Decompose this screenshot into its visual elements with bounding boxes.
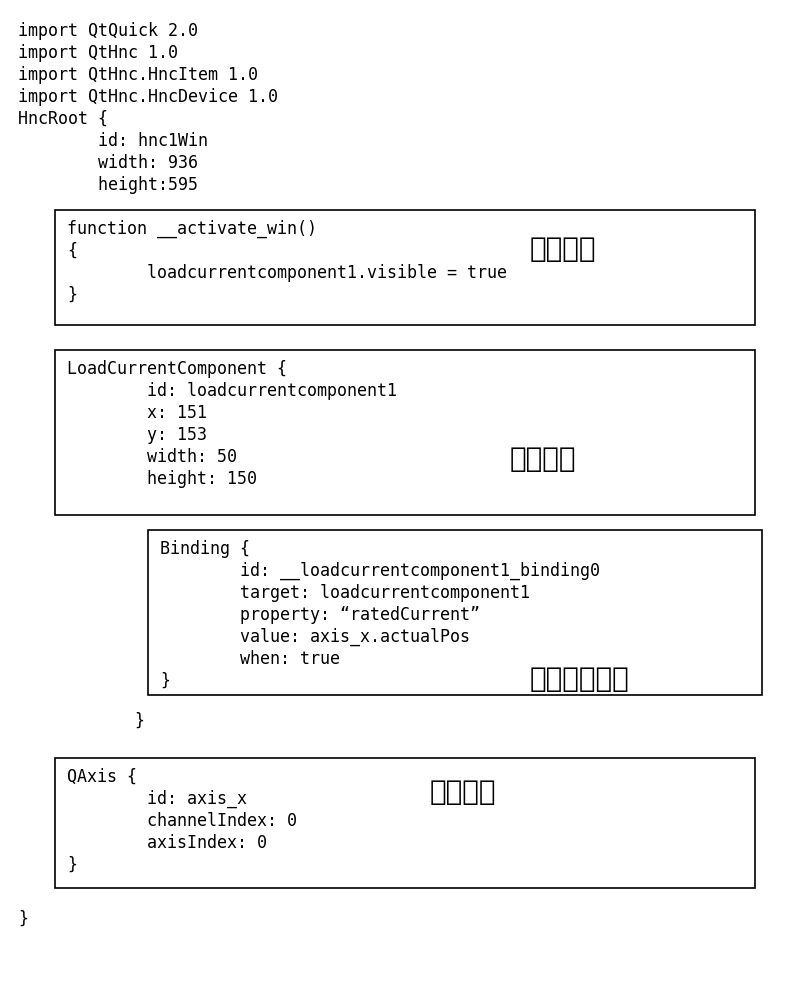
Text: }: } xyxy=(55,712,145,730)
Text: }: } xyxy=(18,910,28,928)
Text: 数据连接组件: 数据连接组件 xyxy=(530,665,630,693)
Text: }: } xyxy=(160,672,170,690)
Text: width: 936: width: 936 xyxy=(18,154,198,172)
Text: id: axis_x: id: axis_x xyxy=(67,790,247,809)
Text: import QtHnc.HncItem 1.0: import QtHnc.HncItem 1.0 xyxy=(18,66,258,84)
Text: LoadCurrentComponent {: LoadCurrentComponent { xyxy=(67,360,287,378)
Text: width: 50: width: 50 xyxy=(67,448,237,466)
Bar xyxy=(55,758,755,888)
Text: id: __loadcurrentcomponent1_binding0: id: __loadcurrentcomponent1_binding0 xyxy=(160,562,600,581)
Text: QAxis {: QAxis { xyxy=(67,768,137,786)
Text: Binding {: Binding { xyxy=(160,540,250,558)
Text: loadcurrentcomponent1.visible = true: loadcurrentcomponent1.visible = true xyxy=(67,264,507,282)
Text: }: } xyxy=(67,856,77,874)
Text: id: hnc1Win: id: hnc1Win xyxy=(18,132,208,150)
Text: import QtQuick 2.0: import QtQuick 2.0 xyxy=(18,22,198,40)
Bar xyxy=(148,530,762,695)
Text: property: “ratedCurrent”: property: “ratedCurrent” xyxy=(160,606,480,624)
Text: 数据组件: 数据组件 xyxy=(430,778,497,806)
Text: axisIndex: 0: axisIndex: 0 xyxy=(67,834,267,852)
Text: x: 151: x: 151 xyxy=(67,404,207,422)
Text: height:595: height:595 xyxy=(18,176,198,194)
Text: when: true: when: true xyxy=(160,650,340,668)
Text: HncRoot {: HncRoot { xyxy=(18,110,108,128)
Text: function __activate_win(): function __activate_win() xyxy=(67,220,317,238)
Text: height: 150: height: 150 xyxy=(67,470,257,488)
Text: value: axis_x.actualPos: value: axis_x.actualPos xyxy=(160,628,470,646)
Bar xyxy=(55,210,755,325)
Text: y: 153: y: 153 xyxy=(67,426,207,444)
Bar xyxy=(55,350,755,515)
Text: id: loadcurrentcomponent1: id: loadcurrentcomponent1 xyxy=(67,382,397,400)
Text: channelIndex: 0: channelIndex: 0 xyxy=(67,812,297,830)
Text: import QtHnc 1.0: import QtHnc 1.0 xyxy=(18,44,178,62)
Text: import QtHnc.HncDevice 1.0: import QtHnc.HncDevice 1.0 xyxy=(18,88,278,106)
Text: target: loadcurrentcomponent1: target: loadcurrentcomponent1 xyxy=(160,584,530,602)
Text: }: } xyxy=(67,286,77,304)
Text: 图形组件: 图形组件 xyxy=(510,445,577,473)
Text: {: { xyxy=(67,242,77,260)
Text: 命令脚本: 命令脚本 xyxy=(530,235,596,263)
